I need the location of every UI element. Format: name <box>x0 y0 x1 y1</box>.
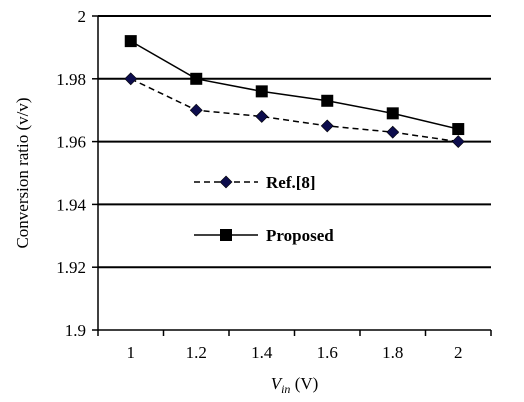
series-line <box>130 40 459 130</box>
x-tick-label: 1.4 <box>251 343 273 362</box>
data-point <box>321 94 334 107</box>
legend-item-ref-8: Ref.[8] <box>194 173 316 192</box>
legend-marker <box>220 229 232 241</box>
x-tick-label: 1 <box>127 343 136 362</box>
x-axis-title-unit: (V) <box>290 374 318 393</box>
data-point <box>124 72 138 86</box>
y-ticks: 1.9 1.92 1.94 1.96 1.98 2 <box>56 7 98 340</box>
y-tick-label: 1.96 <box>56 133 86 152</box>
x-tick-label: 1.2 <box>186 343 207 362</box>
x-tick-label: 2 <box>454 343 463 362</box>
data-point <box>452 123 465 136</box>
legend-label: Ref.[8] <box>266 173 316 192</box>
y-tick-label: 1.94 <box>56 195 86 214</box>
data-point <box>189 103 203 117</box>
data-point <box>255 110 269 123</box>
data-point <box>190 72 203 85</box>
x-axis-title-main: V <box>271 374 284 393</box>
gridlines <box>98 15 491 269</box>
y-axis-title: Conversion ratio (v/v) <box>13 97 32 248</box>
legend: Ref.[8] Proposed <box>194 173 334 245</box>
series-proposed <box>124 35 465 136</box>
y-tick-label: 1.92 <box>56 258 86 277</box>
y-tick-label: 1.9 <box>65 321 86 340</box>
legend-item-proposed: Proposed <box>194 226 334 245</box>
data-point <box>451 135 465 149</box>
data-point <box>386 125 400 139</box>
y-tick-label: 2 <box>78 7 87 26</box>
legend-label: Proposed <box>266 226 334 245</box>
x-tick-label: 1.8 <box>382 343 403 362</box>
x-ticks: 1 1.2 1.4 1.6 1.8 2 <box>97 330 492 362</box>
legend-marker <box>219 175 233 189</box>
data-point <box>386 107 399 120</box>
data-point <box>255 85 268 98</box>
data-point <box>124 35 137 48</box>
series-layer <box>124 35 465 149</box>
data-point <box>320 119 334 133</box>
x-tick-label: 1.6 <box>317 343 338 362</box>
x-axis-title-sub: in <box>281 382 290 396</box>
y-tick-label: 1.98 <box>56 70 86 89</box>
series-line <box>130 78 459 143</box>
x-axis-title: Vin (V) <box>271 374 319 396</box>
series-ref-8 <box>124 72 465 149</box>
